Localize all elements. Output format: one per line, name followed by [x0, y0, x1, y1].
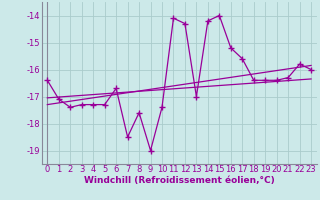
- X-axis label: Windchill (Refroidissement éolien,°C): Windchill (Refroidissement éolien,°C): [84, 176, 275, 185]
